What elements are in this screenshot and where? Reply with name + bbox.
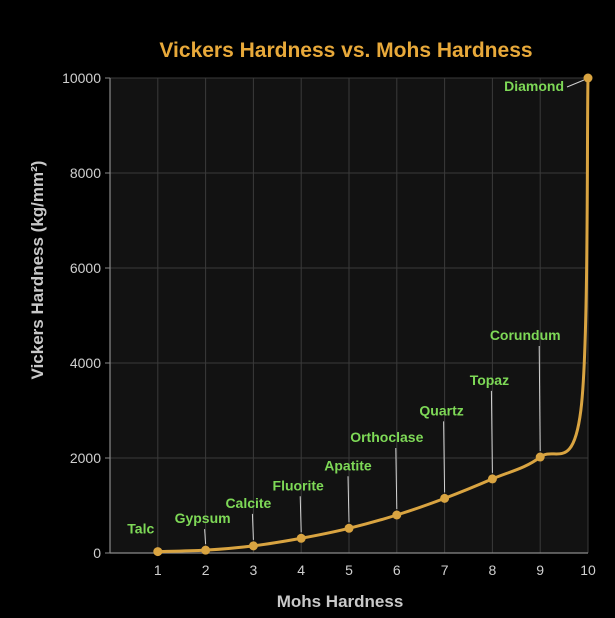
data-points bbox=[153, 73, 593, 557]
data-point bbox=[296, 533, 306, 543]
y-tick-label: 8000 bbox=[70, 165, 101, 181]
point-label: Apatite bbox=[324, 457, 372, 473]
x-tick-label: 3 bbox=[250, 562, 258, 578]
point-label: Talc bbox=[127, 521, 154, 537]
x-tick-label: 8 bbox=[489, 562, 497, 578]
label-leader-lines bbox=[204, 79, 585, 545]
y-tick-label: 6000 bbox=[70, 260, 101, 276]
point-label: Orthoclase bbox=[350, 429, 423, 445]
y-axis-label: Vickers Hardness (kg/mm²) bbox=[28, 161, 47, 380]
leader-line bbox=[299, 496, 302, 533]
data-point bbox=[440, 493, 450, 503]
y-tick-label: 2000 bbox=[70, 450, 101, 466]
y-tick-label: 0 bbox=[93, 545, 101, 561]
data-point bbox=[248, 541, 258, 551]
leader-line bbox=[490, 390, 493, 473]
chart-title: Vickers Hardness vs. Mohs Hardness bbox=[159, 39, 532, 62]
leader-line bbox=[395, 447, 398, 510]
point-label: Calcite bbox=[225, 495, 271, 511]
data-point bbox=[535, 452, 545, 462]
data-point bbox=[392, 510, 402, 520]
point-label: Gypsum bbox=[175, 510, 231, 526]
x-tick-label: 6 bbox=[393, 562, 401, 578]
leader-line bbox=[251, 513, 254, 540]
point-label: Quartz bbox=[419, 402, 463, 418]
x-tick-label: 9 bbox=[536, 562, 544, 578]
leader-line bbox=[566, 79, 585, 88]
data-point bbox=[201, 545, 211, 555]
x-tick-label: 5 bbox=[345, 562, 353, 578]
y-tick-label: 4000 bbox=[70, 355, 101, 371]
point-label: Diamond bbox=[504, 78, 564, 94]
data-point bbox=[583, 73, 593, 83]
x-tick-label: 1 bbox=[154, 562, 162, 578]
data-point bbox=[344, 523, 354, 533]
y-tick-labels: 0 2000 4000 6000 8000 10000 bbox=[62, 70, 101, 561]
x-tick-label: 4 bbox=[297, 562, 305, 578]
x-tick-label: 7 bbox=[441, 562, 449, 578]
leader-line bbox=[347, 476, 350, 523]
data-point bbox=[153, 547, 163, 557]
x-tick-label: 10 bbox=[580, 562, 596, 578]
y-tick-label: 10000 bbox=[62, 70, 101, 86]
data-point bbox=[487, 474, 497, 484]
point-label: Topaz bbox=[470, 372, 509, 388]
x-axis-label: Mohs Hardness bbox=[277, 592, 404, 611]
x-tick-labels: 1 2 3 4 5 6 7 8 9 10 bbox=[154, 562, 596, 578]
axes bbox=[105, 77, 588, 554]
leader-line bbox=[443, 421, 446, 493]
point-label: Fluorite bbox=[273, 477, 325, 493]
leader-line bbox=[538, 346, 541, 452]
x-tick-label: 2 bbox=[202, 562, 210, 578]
point-label: Corundum bbox=[490, 327, 561, 343]
leader-line bbox=[204, 529, 207, 545]
